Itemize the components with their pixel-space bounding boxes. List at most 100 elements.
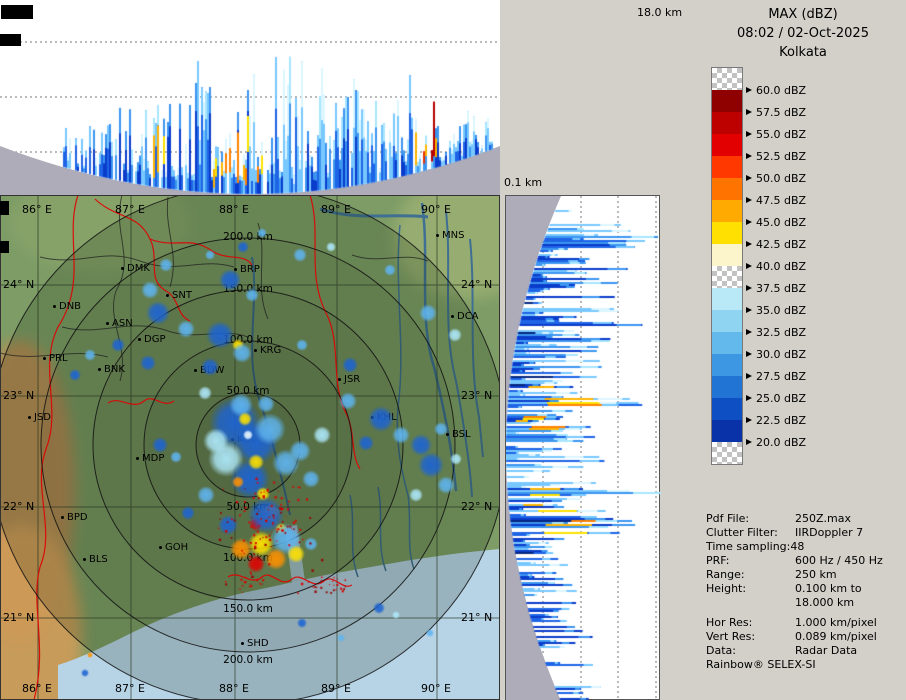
- legend-color-box: [712, 288, 742, 310]
- level-arrow-icon: [746, 131, 752, 137]
- metadata-label: Range:: [706, 568, 745, 581]
- legend-color-box: [712, 112, 742, 134]
- level-arrow-icon: [746, 175, 752, 181]
- radar-map-panel: 86° E86° E87° E87° E88° E88° E89° E89° E…: [0, 195, 500, 700]
- level-text: 22.5 dBZ: [756, 413, 807, 427]
- level-text: 37.5 dBZ: [756, 281, 807, 295]
- product-timestamp: 08:02 / 02-Oct-2025: [737, 26, 869, 41]
- top-projection-echoes: [0, 0, 500, 195]
- level-arrow-icon: [746, 329, 752, 335]
- legend-level-label: 27.5 dBZ: [746, 369, 806, 383]
- legend-level-label: 45.0 dBZ: [746, 215, 806, 229]
- metadata-label: Hor Res:: [706, 616, 753, 629]
- metadata-label: Pdf File:: [706, 512, 750, 525]
- metadata-label: PRF:: [706, 554, 730, 567]
- legend-level-label: 30.0 dBZ: [746, 347, 806, 361]
- metadata-row: Clutter Filter: IIRDoppler 7: [706, 526, 904, 540]
- level-text: 25.0 dBZ: [756, 391, 807, 405]
- legend-color-box: [712, 200, 742, 222]
- metadata-row: Time sampling:48: [706, 540, 904, 554]
- level-arrow-icon: [746, 439, 752, 445]
- level-arrow-icon: [746, 219, 752, 225]
- legend-color-box: [712, 266, 742, 288]
- metadata-row: Range: 250 km: [706, 568, 904, 582]
- level-text: 20.0 dBZ: [756, 435, 807, 449]
- level-text: 42.5 dBZ: [756, 237, 807, 251]
- level-text: 32.5 dBZ: [756, 325, 807, 339]
- level-arrow-icon: [746, 307, 752, 313]
- axis-tick-marker: [1, 5, 33, 19]
- metadata-value: 600 Hz / 450 Hz: [795, 554, 883, 567]
- legend-level-label: 25.0 dBZ: [746, 391, 806, 405]
- legend-color-box: [712, 332, 742, 354]
- metadata-row: PRF: 600 Hz / 450 Hz: [706, 554, 904, 568]
- level-arrow-icon: [746, 241, 752, 247]
- legend-level-label: 35.0 dBZ: [746, 303, 806, 317]
- level-text: 40.0 dBZ: [756, 259, 807, 273]
- legend-color-box: [712, 156, 742, 178]
- legend-color-box: [712, 398, 742, 420]
- level-arrow-icon: [746, 153, 752, 159]
- product-metadata: Pdf File: 250Z.max Clutter Filter: IIRDoppl…: [706, 512, 904, 672]
- legend-color-box: [712, 90, 742, 112]
- metadata-value: 1.000 km/pixel: [795, 616, 877, 629]
- axis-tick-marker: [0, 34, 21, 46]
- map-echo-layer: [0, 195, 500, 700]
- legend-level-label: 50.0 dBZ: [746, 171, 806, 185]
- level-text: 27.5 dBZ: [756, 369, 807, 383]
- legend-level-label: 40.0 dBZ: [746, 259, 806, 273]
- legend-color-box: [712, 134, 742, 156]
- legend-level-label: 20.0 dBZ: [746, 435, 806, 449]
- metadata-value: IIRDoppler 7: [795, 526, 864, 539]
- legend-level-label: 32.5 dBZ: [746, 325, 806, 339]
- metadata-value: Radar Data: [795, 644, 858, 657]
- product-title: MAX (dBZ): [768, 7, 838, 22]
- software-brand: Rainbow® SELEX-SI: [706, 658, 816, 671]
- legend-level-label: 37.5 dBZ: [746, 281, 806, 295]
- legend-color-box: [712, 354, 742, 376]
- level-arrow-icon: [746, 417, 752, 423]
- metadata-label: Time sampling:48: [706, 540, 805, 553]
- legend-color-box: [712, 442, 742, 464]
- level-arrow-icon: [746, 87, 752, 93]
- legend-color-box: [712, 420, 742, 442]
- level-arrow-icon: [746, 373, 752, 379]
- legend-color-box: [712, 310, 742, 332]
- legend-color-box: [712, 222, 742, 244]
- level-text: 35.0 dBZ: [756, 303, 807, 317]
- metadata-value: 0.100 km to: [795, 582, 862, 595]
- legend-level-label: 47.5 dBZ: [746, 193, 806, 207]
- level-arrow-icon: [746, 197, 752, 203]
- metadata-label: Data:: [706, 644, 736, 657]
- level-arrow-icon: [746, 263, 752, 269]
- metadata-row: Hor Res: 1.000 km/pixel: [706, 616, 904, 630]
- axis-tick-marker: [0, 201, 9, 215]
- legend-level-label: 55.0 dBZ: [746, 127, 806, 141]
- legend-level-label: 42.5 dBZ: [746, 237, 806, 251]
- level-text: 52.5 dBZ: [756, 149, 807, 163]
- legend-color-box: [712, 68, 742, 90]
- station-name: Kolkata: [779, 45, 827, 60]
- metadata-value: 250 km: [795, 568, 837, 581]
- level-arrow-icon: [746, 351, 752, 357]
- metadata-label: Clutter Filter:: [706, 526, 778, 539]
- legend-color-box: [712, 178, 742, 200]
- side-height-projection-panel: [505, 195, 661, 700]
- level-text: 50.0 dBZ: [756, 171, 807, 185]
- level-text: 47.5 dBZ: [756, 193, 807, 207]
- metadata-label: Vert Res:: [706, 630, 756, 643]
- metadata-row: Pdf File: 250Z.max: [706, 512, 904, 526]
- legend-level-label: 60.0 dBZ: [746, 83, 806, 97]
- level-arrow-icon: [746, 395, 752, 401]
- legend-level-label: 57.5 dBZ: [746, 105, 806, 119]
- level-arrow-icon: [746, 109, 752, 115]
- legend-level-label: 22.5 dBZ: [746, 413, 806, 427]
- legend-color-box: [712, 244, 742, 266]
- level-text: 30.0 dBZ: [756, 347, 807, 361]
- level-text: 45.0 dBZ: [756, 215, 807, 229]
- legend-color-box: [712, 376, 742, 398]
- level-text: 55.0 dBZ: [756, 127, 807, 141]
- dbz-colorbar: [711, 67, 743, 465]
- min-height-label: 0.1 km: [504, 176, 543, 189]
